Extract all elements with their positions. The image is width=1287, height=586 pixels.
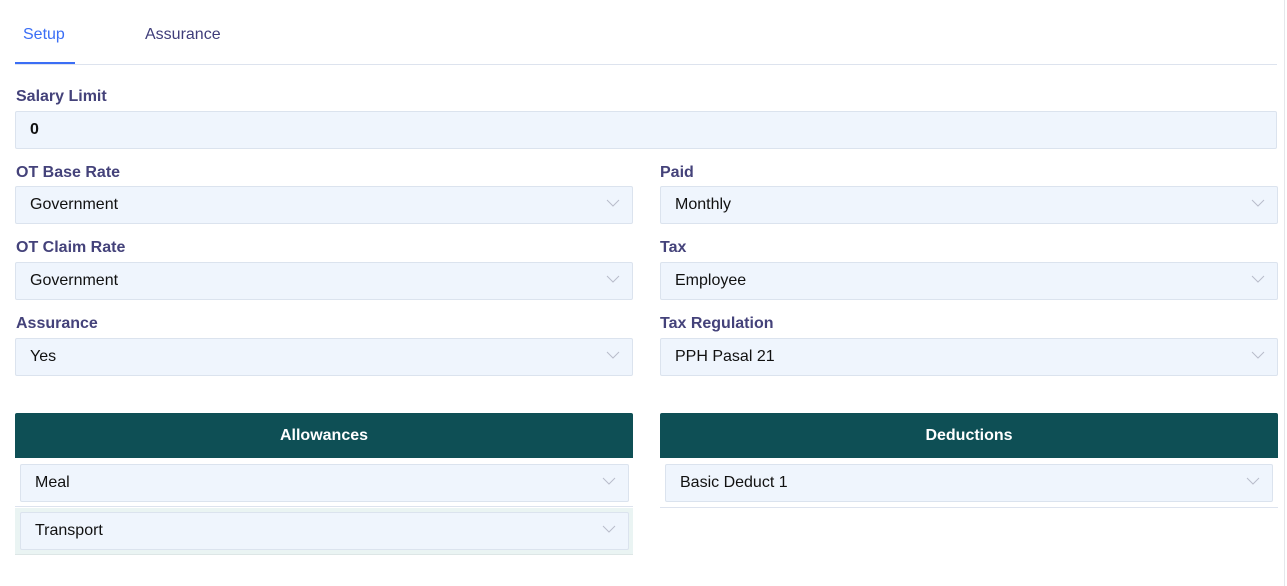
chevron-down-icon — [1251, 275, 1265, 283]
chevron-down-icon — [606, 351, 620, 359]
active-tab-indicator — [15, 62, 75, 64]
chevron-down-icon — [1251, 199, 1265, 207]
paid-select[interactable]: Monthly — [660, 186, 1278, 224]
chevron-down-icon — [1251, 351, 1265, 359]
allowances-header: Allowances — [15, 413, 633, 458]
tax-regulation-select[interactable]: PPH Pasal 21 — [660, 338, 1278, 376]
allowance-value: Meal — [35, 474, 70, 491]
tax-label: Tax — [660, 239, 687, 256]
tax-value: Employee — [675, 272, 747, 289]
deductions-header: Deductions — [660, 413, 1278, 458]
divider — [15, 506, 633, 507]
deduction-value: Basic Deduct 1 — [680, 474, 788, 491]
allowance-value: Transport — [35, 522, 103, 539]
salary-limit-input[interactable]: 0 — [15, 111, 1277, 149]
allowance-select[interactable]: Meal — [20, 464, 629, 502]
ot-claim-rate-select[interactable]: Government — [15, 262, 633, 300]
chevron-down-icon — [602, 525, 616, 533]
ot-claim-rate-value: Government — [30, 272, 119, 289]
paid-value: Monthly — [675, 196, 732, 213]
divider — [660, 507, 1278, 508]
tab-assurance[interactable]: Assurance — [145, 26, 221, 43]
tax-regulation-label: Tax Regulation — [660, 315, 774, 332]
ot-claim-rate-label: OT Claim Rate — [16, 239, 126, 256]
allowance-select[interactable]: Transport — [20, 512, 629, 550]
tab-bar: Setup Assurance — [15, 0, 1277, 65]
salary-limit-label: Salary Limit — [16, 88, 107, 105]
tab-setup[interactable]: Setup — [23, 26, 65, 43]
ot-base-rate-label: OT Base Rate — [16, 164, 121, 181]
assurance-label: Assurance — [16, 315, 98, 332]
tax-regulation-value: PPH Pasal 21 — [675, 348, 775, 365]
assurance-select[interactable]: Yes — [15, 338, 633, 376]
paid-label: Paid — [660, 164, 694, 181]
scrollbar-edge — [1284, 0, 1285, 586]
tax-select[interactable]: Employee — [660, 262, 1278, 300]
chevron-down-icon — [602, 477, 616, 485]
assurance-value: Yes — [30, 348, 57, 365]
deduction-select[interactable]: Basic Deduct 1 — [665, 464, 1273, 502]
ot-base-rate-select[interactable]: Government — [15, 186, 633, 224]
chevron-down-icon — [1246, 477, 1260, 485]
chevron-down-icon — [606, 275, 620, 283]
chevron-down-icon — [606, 199, 620, 207]
ot-base-rate-value: Government — [30, 196, 119, 213]
